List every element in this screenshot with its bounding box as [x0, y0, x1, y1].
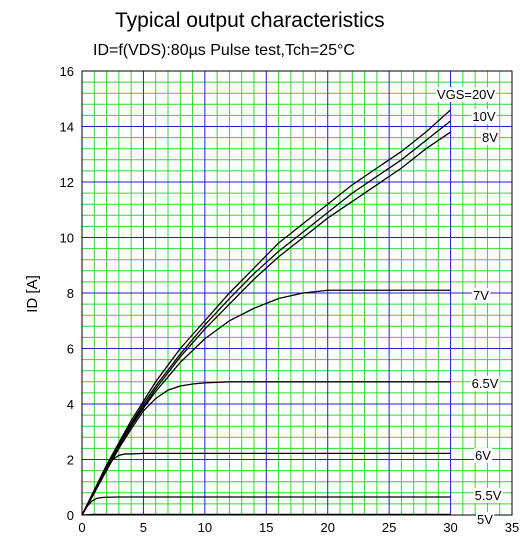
- curve-5v: [81, 513, 451, 516]
- curve-label: 6V: [475, 448, 491, 463]
- y-axis-label: ID [A]: [24, 275, 41, 313]
- curve-label: 5V: [477, 512, 493, 527]
- curve-label: 10V: [472, 109, 495, 124]
- x-tick-label: 35: [505, 520, 519, 535]
- y-tick-label: 12: [60, 175, 74, 190]
- curve-label: VGS=20V: [437, 87, 496, 102]
- y-axis-ticks: 0 2 4 6 8 10 12 14 16: [60, 64, 74, 523]
- curve-6v: [81, 452, 451, 516]
- curve-label-background: [470, 376, 500, 391]
- curve-label-background: [472, 288, 491, 303]
- curve-label-background: [471, 109, 497, 124]
- x-tick-label: 20: [320, 520, 334, 535]
- chart-title: Typical output characteristics: [115, 9, 385, 32]
- curve-label-background: [476, 512, 495, 527]
- y-tick-label: 10: [60, 231, 74, 246]
- y-tick-label: 2: [67, 453, 74, 468]
- curve-labels: VGS=20V 10V 8V 7V 6.5V 6V 5.5V 5V: [435, 87, 503, 527]
- x-tick-label: 30: [443, 520, 457, 535]
- curve-label-background: [435, 87, 497, 102]
- curves: [81, 109, 452, 516]
- x-tick-label: 5: [140, 520, 147, 535]
- curve-label: 6.5V: [472, 376, 499, 391]
- curve-7v: [81, 289, 451, 516]
- curve-label-background: [473, 488, 503, 503]
- chart-subtitle: ID=f(VDS):80µs Pulse test,Tch=25°C: [93, 42, 355, 59]
- curve-5-5v: [81, 496, 451, 516]
- curve-label: 7V: [473, 288, 489, 303]
- y-tick-label: 14: [60, 120, 74, 135]
- x-tick-label: 0: [78, 520, 85, 535]
- curve-10v: [81, 120, 451, 516]
- curve-label: 8V: [482, 130, 498, 145]
- y-tick-label: 16: [60, 64, 74, 79]
- y-tick-label: 6: [67, 342, 74, 357]
- curve-label-background: [474, 448, 493, 463]
- x-tick-label: 10: [198, 520, 212, 535]
- curve-8v: [81, 131, 451, 516]
- x-tick-label: 25: [382, 520, 396, 535]
- curve-label-background: [481, 130, 500, 145]
- curve-label: 5.5V: [475, 488, 502, 503]
- y-tick-label: 8: [67, 286, 74, 301]
- curve-6-5v: [81, 381, 451, 516]
- x-tick-label: 15: [259, 520, 273, 535]
- curve-vgs-20v: [81, 109, 452, 516]
- y-tick-label: 0: [67, 508, 74, 523]
- x-axis-ticks: 0 5 10 15 20 25 30 35: [78, 520, 519, 535]
- y-tick-label: 4: [67, 397, 74, 412]
